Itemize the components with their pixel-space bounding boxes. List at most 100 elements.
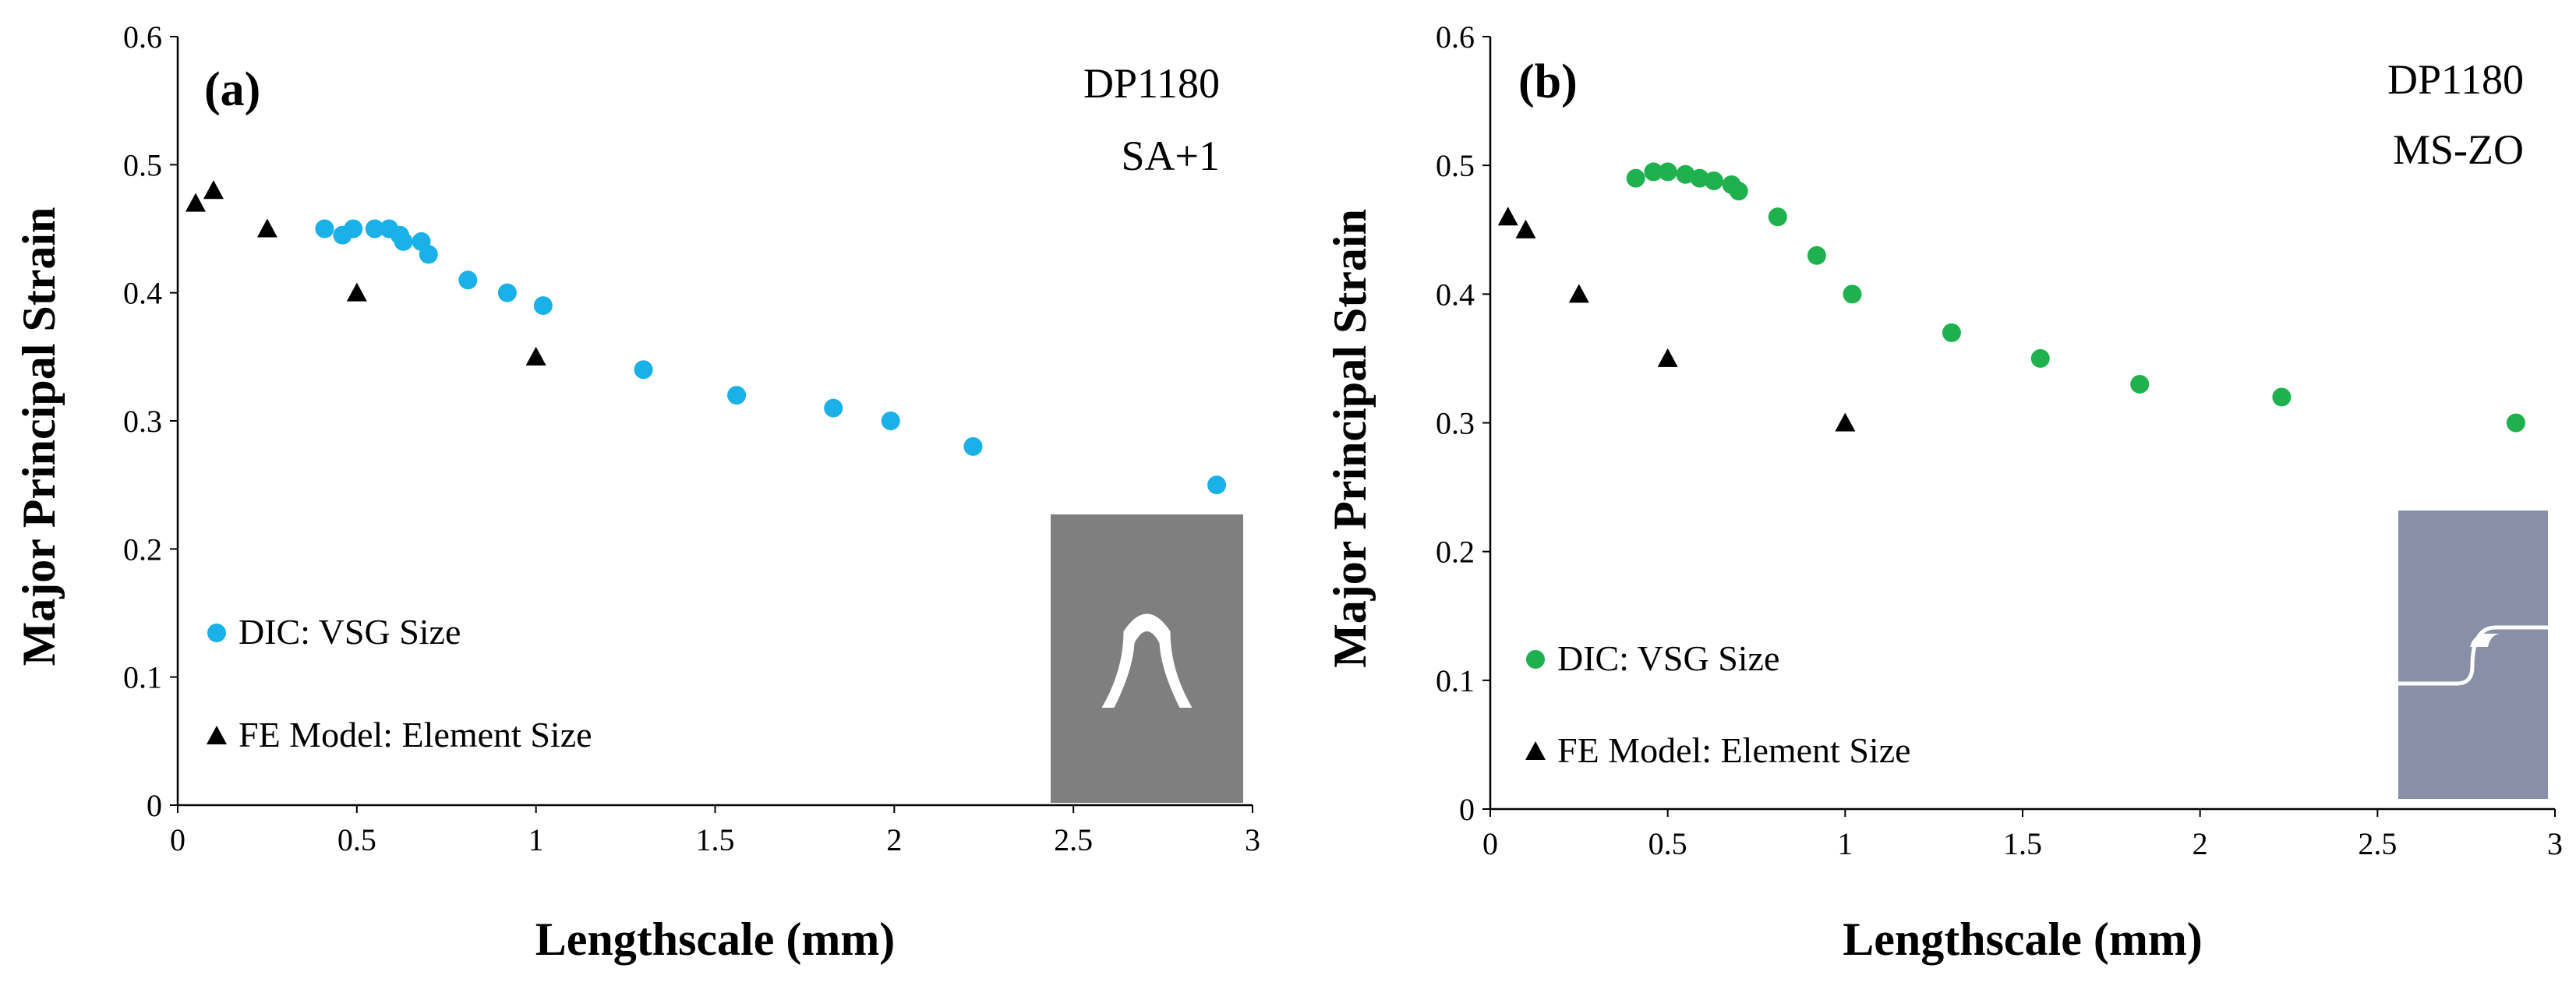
dic-data-point [2506,413,2525,433]
dic-data-point [1843,284,1862,304]
x-axis-title: Lengthscale (mm) [1843,913,2203,965]
fe-data-point [1568,284,1589,303]
x-tick-label: 2.5 [1054,822,1093,857]
dic-data-point [1644,162,1663,182]
dic-data-point [1729,182,1748,201]
dic-data-point [497,283,517,302]
x-tick-label: 2 [2193,826,2208,861]
inset-notch-line [2398,625,2548,686]
inset-background [1051,514,1243,803]
dic-data-point [1942,323,1961,342]
y-tick-label: 0 [1459,792,1475,827]
dic-data-point [365,219,384,239]
dic-data-point [419,245,438,264]
legend-label-fe: FE Model: Element Size [1557,730,1911,770]
y-tick-label: 0.3 [123,404,162,439]
dic-data-point [315,219,334,239]
y-tick-label: 0.4 [123,276,162,311]
series-fe [1497,207,1856,432]
panel-label: (a) [204,63,260,116]
dic-data-point [1807,246,1826,265]
dic-data-point [634,360,653,380]
x-tick-label: 0 [170,822,186,857]
y-tick-label: 0.2 [123,532,162,567]
x-axis-title: Lengthscale (mm) [535,913,896,965]
fe-data-point [1515,219,1536,239]
y-tick-label: 0.6 [1436,19,1475,55]
specimen-inset [2398,511,2548,799]
y-tick-label: 0.1 [1436,663,1475,698]
x-tick-label: 1 [528,822,544,857]
dic-data-point [1704,171,1723,190]
x-tick-label: 1 [1837,826,1853,861]
series-dic [315,219,1227,495]
y-tick-label: 0.2 [1436,535,1475,570]
series-fe [185,180,546,366]
fe-data-point [185,193,206,212]
legend-label-dic: DIC: VSG Size [239,612,461,652]
dic-data-point [2030,348,2050,368]
dic-data-point [1690,168,1709,188]
x-tick-label: 2 [886,822,902,857]
legend-marker-fe [1525,741,1546,760]
fe-data-point [525,346,546,366]
y-tick-label: 0 [147,788,162,823]
dic-data-point [727,386,747,405]
x-tick-label: 0.5 [1648,826,1687,861]
legend: DIC: VSG Size FE Model: Element Size [1525,638,1911,770]
dic-data-point [881,412,900,430]
dic-data-point [344,219,363,239]
y-tick-label: 0.4 [1436,277,1475,312]
legend-marker-fe [207,726,227,744]
legend-label-fe: FE Model: Element Size [239,715,592,754]
dic-data-point [824,398,843,418]
inset-notch-shape [2470,634,2500,647]
fe-data-point [1657,348,1678,367]
fe-data-point [1497,207,1518,226]
material-label: DP1180 [1083,60,1220,107]
material-label: DP1180 [2387,56,2524,103]
x-tick-label: 0.5 [337,822,376,857]
inset-specimen-shape [1101,613,1193,708]
dic-data-point [458,270,478,290]
dic-data-point [1768,207,1787,227]
legend-marker-dic [1526,650,1545,669]
x-tick-label: 1.5 [2003,826,2042,861]
y-axis-title: Major Principal Strain [1324,209,1376,668]
fe-data-point [203,180,224,200]
dic-data-point [1207,475,1227,495]
specimen-label: MS-ZO [2393,126,2524,173]
series-dic [1626,162,2525,433]
x-tick-label: 1.5 [696,822,735,857]
y-axis-title: Major Principal Strain [13,207,65,666]
x-tick-label: 3 [1245,822,1260,857]
panel-label: (b) [1518,55,1578,108]
chart-panel-a: 0 0.1 0.2 0.3 0.4 0.5 0.6 0 0.5 1 1.5 2 2.5 3 Lengthsc… [13,19,1260,965]
legend: DIC: VSG Size FE Model: Element Size [207,612,592,754]
chart-panel-b: 0 0.1 0.2 0.3 0.4 0.5 0.6 0 0.5 1 1.5 2 2.5 3 Lengthsc… [1324,19,2563,965]
dic-data-point [394,231,413,251]
specimen-label: SA+1 [1122,133,1220,179]
x-tick-label: 0 [1482,826,1498,861]
dic-data-point [1676,164,1695,184]
y-tick-label: 0.6 [123,19,162,55]
x-tick-label: 2.5 [2358,826,2397,861]
dic-data-point [533,296,553,316]
dic-data-point [2272,387,2292,407]
y-tick-label: 0.1 [123,660,162,695]
dic-data-point [1658,162,1677,182]
legend-marker-dic [207,624,226,642]
fe-data-point [346,282,367,302]
dic-data-point [2130,374,2150,394]
specimen-inset [1051,514,1243,803]
fe-data-point [256,218,277,238]
legend-label-dic: DIC: VSG Size [1557,638,1779,678]
x-tick-label: 3 [2547,826,2563,861]
y-tick-label: 0.3 [1436,406,1475,441]
dic-data-point [1626,168,1645,188]
y-tick-label: 0.5 [1436,148,1475,183]
dic-data-point [963,436,983,456]
y-tick-label: 0.5 [123,147,162,182]
